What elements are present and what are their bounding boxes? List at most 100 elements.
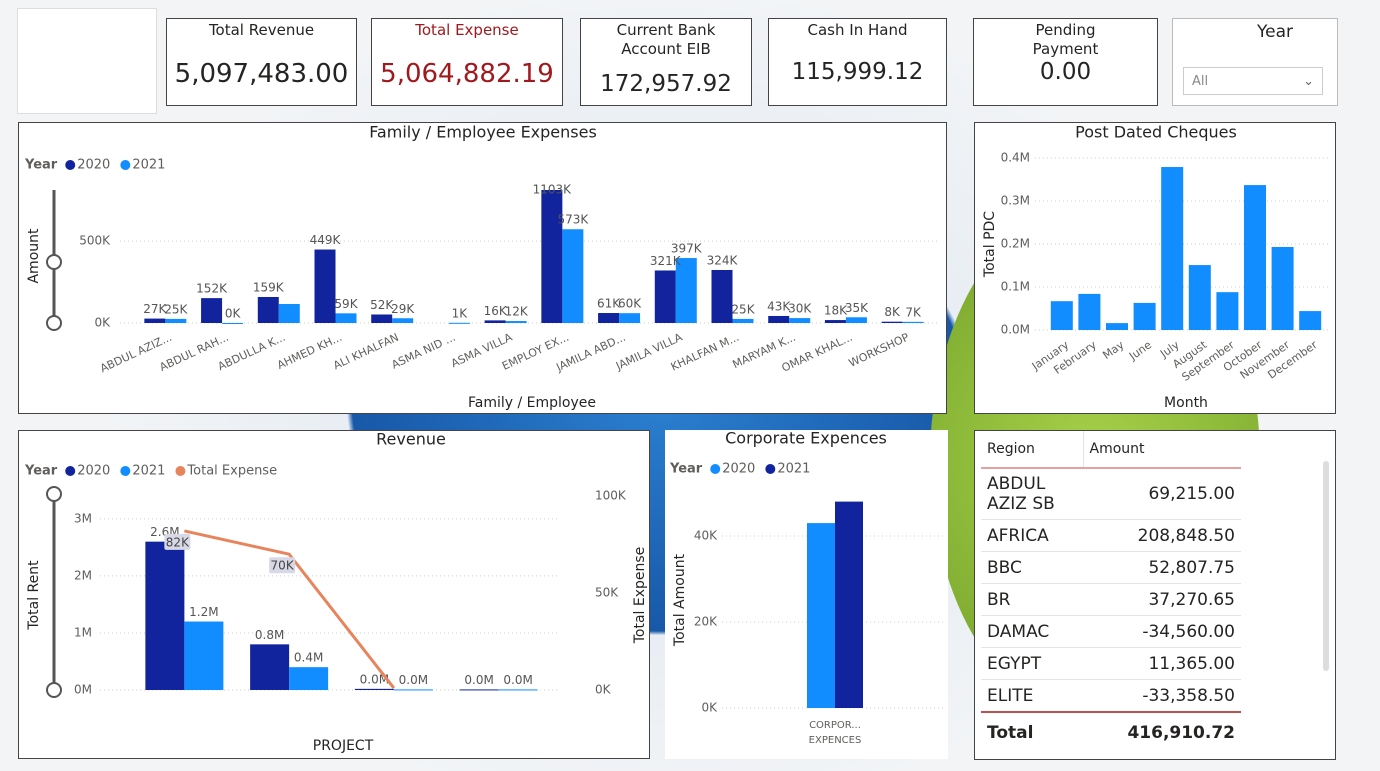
bar [881,321,903,323]
bar [562,229,584,323]
table-row: ELITE -33,358.50 [981,679,1241,713]
legend-label: 2020 [77,158,110,173]
legend-title: Year [24,464,58,479]
bar [1050,301,1073,330]
column-header: Region [981,431,1083,469]
bar [222,323,244,324]
y-tick-label: 500K [79,234,111,248]
kpi-card: Current Bank Account EIB 172,957.92 [580,18,752,106]
bar [1244,185,1266,330]
y-tick-label: 0.4M [1001,151,1030,165]
bar [250,644,290,690]
y-tick-label: 3M [74,511,92,525]
data-label: 321K [650,254,682,268]
legend-swatch [120,466,131,476]
bar [711,269,733,323]
data-label: 573K [557,213,589,227]
legend-swatch [65,466,76,476]
y-tick-label: 0.0M [1001,323,1030,337]
panel [665,430,948,759]
y-tick-label: 0M [74,683,92,697]
chart-title: Family / Employee Expenses [369,123,597,142]
table-cell: 37,270.65 [1083,583,1241,616]
data-label: 1103K [533,183,573,197]
chart-title: Post Dated Cheques [1075,123,1237,142]
table-cell: ABDUL AZIZ SB [981,468,1083,520]
data-label: 1K [452,306,469,320]
data-label: 0.0M [464,673,493,687]
y-tick-label: 0K [94,316,111,330]
data-label: 18K [824,304,848,318]
data-label: 70K [271,559,295,573]
data-label: 397K [671,242,703,256]
kpi-card: Pending Payment 0.00 [973,18,1158,106]
y-tick-label: 1M [74,625,92,639]
line [184,529,396,689]
chart-title: Corporate Expences [725,429,887,448]
data-label: 82K [166,535,190,549]
table-row: DAMAC -34,560.00 [981,615,1241,648]
kpi-card: Cash In Hand 115,999.12 [768,18,947,106]
x-axis-title: PROJECT [313,738,374,754]
table-row: BR 37,270.65 [981,583,1241,616]
data-label: 159K [253,280,285,294]
legend-title: Year [669,462,703,477]
bar [393,689,433,691]
y-tick-label: 20K [694,615,718,629]
bar [768,315,790,323]
slicer-dropdown[interactable]: All ⌄ [1183,67,1323,95]
table-cell: BBC [981,551,1083,584]
bar [144,318,166,323]
slicer-title: Year [1257,22,1293,42]
table-cell: 11,365.00 [1083,647,1241,680]
bar [1188,265,1211,330]
legend-swatch [120,160,131,170]
y2-axis-title: Total Expense [632,547,648,645]
y-axis-title: Amount [26,228,42,284]
legend-label: 2020 [722,462,755,477]
bar [184,621,224,690]
data-label: 0.0M [360,672,389,686]
bar [807,523,835,708]
bar [459,689,499,691]
bar [354,688,394,690]
total-cell: Total [981,711,1083,748]
bar [1078,293,1101,330]
panel [18,122,947,414]
plot-area [1050,167,1322,330]
data-label: 59K [334,297,358,311]
table-row: BBC 52,807.75 [981,551,1241,584]
legend-swatch [65,160,76,170]
kpi-title: Total Revenue [208,21,315,39]
legend-label: 2021 [777,462,810,477]
bar [1133,302,1156,330]
bar [201,298,223,323]
x-tick-label: CORPOR... EXPENCES [808,720,862,746]
bar [289,667,329,690]
data-label: 12K [505,305,529,319]
data-label: 60K [618,297,642,311]
bar [835,501,863,708]
data-label: 43K [767,299,791,313]
legend-swatch [710,464,721,474]
data-label: 324K [707,253,739,267]
data-label: 0.4M [294,651,323,665]
plot-area [145,541,538,691]
data-label: 0.0M [399,673,428,687]
logo-card [17,8,157,114]
data-label: 25K [164,302,188,316]
bar [598,313,620,323]
table-cell: EGYPT [981,647,1083,680]
table-cell: 52,807.75 [1083,551,1241,584]
header-row: Region Amount [981,431,1241,469]
bar [1161,167,1184,330]
bar [1106,323,1128,330]
kpi-card: Total Revenue 5,097,483.00 [166,18,357,106]
data-label: 0K [225,307,242,321]
data-label: 1.2M [189,605,218,619]
data-label: 27K [143,302,167,316]
year-slicer[interactable]: Year All ⌄ [1172,18,1338,106]
zoom-handle [46,486,62,502]
bar [902,321,924,323]
legend-label: 2020 [77,464,110,479]
